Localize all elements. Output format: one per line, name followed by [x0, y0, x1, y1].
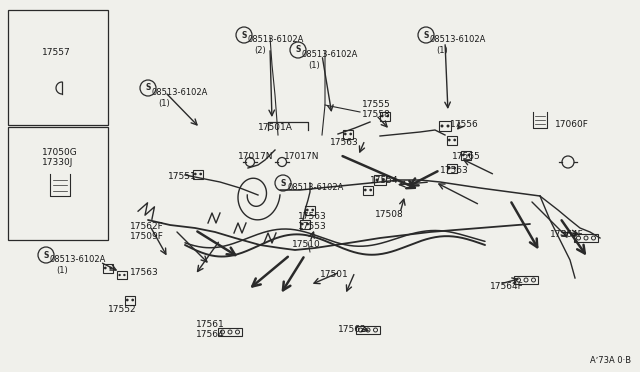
Text: 08513-6102A: 08513-6102A — [430, 35, 486, 44]
Bar — [374, 175, 386, 185]
Circle shape — [381, 179, 385, 182]
Circle shape — [123, 274, 125, 276]
Circle shape — [453, 167, 456, 169]
Text: (2): (2) — [254, 46, 266, 55]
Bar — [305, 205, 316, 215]
Text: 17562F: 17562F — [130, 222, 164, 231]
Text: 08513-6102A: 08513-6102A — [287, 183, 344, 192]
Text: 17563: 17563 — [330, 138, 359, 147]
Bar — [300, 219, 310, 228]
Bar — [447, 135, 458, 144]
Circle shape — [453, 139, 456, 141]
Text: 17050G: 17050G — [42, 148, 77, 157]
Text: 17017N: 17017N — [238, 152, 273, 161]
Text: 17501A: 17501A — [258, 123, 293, 132]
Text: 17564F: 17564F — [490, 282, 524, 291]
Circle shape — [440, 125, 444, 128]
Bar — [356, 326, 380, 334]
Bar — [117, 271, 127, 279]
Bar — [8, 127, 108, 240]
Text: 08513-6102A: 08513-6102A — [248, 35, 305, 44]
Circle shape — [306, 209, 308, 211]
Circle shape — [307, 223, 309, 225]
Text: S: S — [280, 179, 285, 187]
Circle shape — [387, 115, 389, 117]
Text: 17563: 17563 — [298, 212, 327, 221]
Bar — [574, 234, 598, 242]
Bar — [125, 295, 136, 305]
Text: 08513-6102A: 08513-6102A — [152, 88, 209, 97]
Text: 17017N: 17017N — [284, 152, 319, 161]
Text: 17554: 17554 — [370, 176, 399, 185]
Text: 17552: 17552 — [108, 305, 136, 314]
Text: 17510: 17510 — [292, 240, 321, 249]
Text: (1): (1) — [308, 61, 320, 70]
Circle shape — [301, 223, 303, 225]
Bar — [439, 121, 451, 131]
Circle shape — [381, 115, 383, 117]
Text: (1): (1) — [158, 99, 170, 108]
Circle shape — [344, 133, 347, 135]
Bar — [447, 164, 458, 173]
Circle shape — [118, 274, 121, 276]
Text: 17060F: 17060F — [555, 120, 589, 129]
Circle shape — [311, 209, 314, 211]
Circle shape — [109, 267, 112, 269]
Text: S: S — [241, 31, 246, 39]
Circle shape — [467, 154, 470, 156]
Circle shape — [447, 125, 449, 128]
Text: Aʼ73A 0·B: Aʼ73A 0·B — [590, 356, 631, 365]
Circle shape — [104, 267, 107, 269]
Text: 17564: 17564 — [196, 330, 225, 339]
Bar — [342, 129, 353, 138]
Circle shape — [448, 139, 451, 141]
Text: (1): (1) — [436, 46, 448, 55]
Circle shape — [448, 167, 451, 169]
Text: 17557: 17557 — [42, 48, 71, 57]
Circle shape — [349, 133, 352, 135]
Text: 17564F: 17564F — [550, 230, 584, 239]
Text: S: S — [44, 250, 49, 260]
Text: 17508: 17508 — [375, 210, 404, 219]
Bar — [8, 10, 108, 125]
Bar — [218, 328, 242, 336]
Circle shape — [199, 173, 202, 175]
Text: 17553: 17553 — [298, 222, 327, 231]
Circle shape — [194, 173, 196, 175]
Text: 17562: 17562 — [338, 325, 367, 334]
Text: 17563: 17563 — [130, 268, 159, 277]
Text: 17551: 17551 — [168, 172, 196, 181]
Bar — [380, 112, 390, 121]
Text: S: S — [145, 83, 150, 93]
Circle shape — [462, 154, 465, 156]
Text: 17501: 17501 — [320, 270, 349, 279]
Text: S: S — [295, 45, 301, 55]
Text: 17556: 17556 — [450, 120, 479, 129]
Circle shape — [369, 189, 372, 191]
Bar — [193, 170, 204, 179]
Text: 17565: 17565 — [452, 152, 481, 161]
Text: 08513-6102A: 08513-6102A — [302, 50, 358, 59]
Text: S: S — [423, 31, 429, 39]
Bar — [363, 186, 373, 195]
Text: 17330J: 17330J — [42, 158, 74, 167]
Circle shape — [364, 189, 367, 191]
Text: 17558: 17558 — [362, 110, 391, 119]
Text: 08513-6102A: 08513-6102A — [50, 255, 106, 264]
Text: 17509F: 17509F — [130, 232, 164, 241]
Text: 17555: 17555 — [362, 100, 391, 109]
Circle shape — [126, 299, 129, 301]
Text: 17563: 17563 — [440, 166, 468, 175]
Bar — [514, 276, 538, 284]
Bar — [102, 263, 113, 273]
Text: (1): (1) — [56, 266, 68, 275]
Circle shape — [376, 179, 378, 182]
Bar — [461, 151, 472, 160]
Circle shape — [131, 299, 134, 301]
Text: 17561: 17561 — [196, 320, 225, 329]
